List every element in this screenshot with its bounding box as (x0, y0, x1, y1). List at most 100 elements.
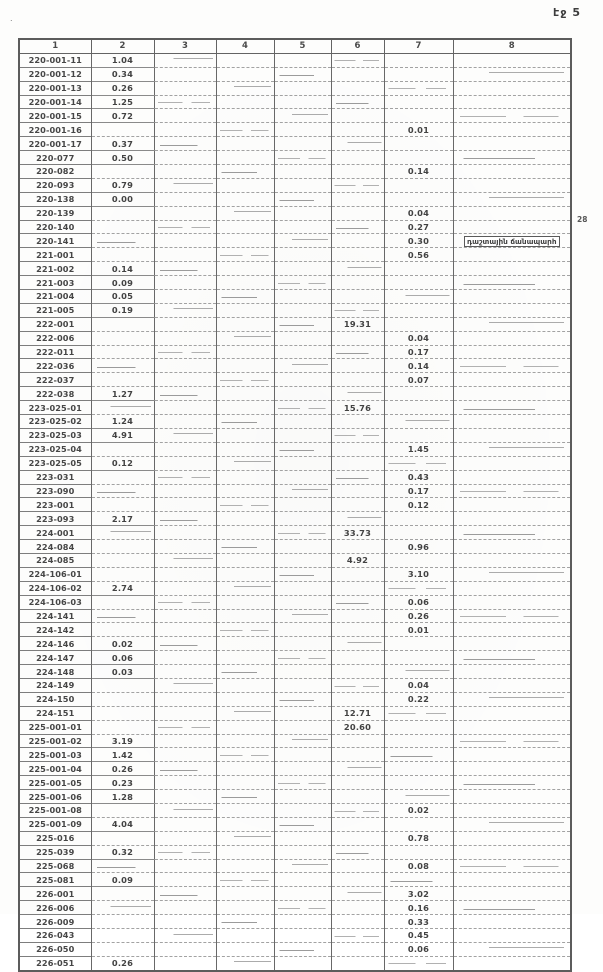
row-code: 223-025-03 (18, 427, 92, 443)
empty-cell (153, 191, 217, 207)
empty-cell (215, 914, 275, 929)
empty-cell (215, 636, 275, 651)
empty-cell (383, 316, 454, 332)
empty-cell (330, 636, 385, 651)
cell-value: 0.02 (90, 636, 155, 652)
empty-cell (153, 691, 217, 707)
empty-cell (330, 511, 385, 526)
empty-cell (452, 872, 572, 887)
empty-cell (273, 122, 332, 137)
row-code: 220-001-12 (18, 66, 92, 82)
empty-cell (215, 205, 275, 221)
empty-cell (273, 872, 332, 887)
cell-value: 0.79 (90, 177, 155, 193)
cell-value: 1.25 (90, 94, 155, 110)
empty-cell (383, 427, 454, 443)
empty-cell (153, 872, 217, 887)
empty-cell (330, 928, 385, 943)
empty-cell (215, 622, 275, 637)
table-row: 222-001 19.31 (18, 316, 572, 332)
empty-cell (153, 747, 217, 762)
cell-value: 1.28 (90, 789, 155, 804)
empty-cell (153, 427, 217, 443)
empty-cell (452, 150, 572, 165)
empty-cell (330, 677, 385, 693)
empty-cell (330, 469, 385, 484)
empty-cell (215, 539, 275, 554)
empty-cell (153, 677, 217, 693)
empty-cell (273, 914, 332, 929)
table-row: 220-139 0.04 (18, 205, 572, 221)
empty-cell (215, 275, 275, 290)
empty-cell (273, 191, 332, 207)
empty-cell (153, 483, 217, 498)
empty-cell (273, 928, 332, 943)
cell-value: 0.17 (383, 483, 454, 498)
empty-cell (452, 330, 572, 346)
row-code: 222-011 (18, 344, 92, 359)
row-code: 224-148 (18, 664, 92, 679)
empty-cell (452, 247, 572, 262)
table-row: 224-106-03 0.06 (18, 594, 572, 610)
cell-value: 1.24 (90, 414, 155, 429)
table-row: 220-001-14 1.25 (18, 94, 572, 110)
row-code: 221-005 (18, 302, 92, 318)
empty-cell (452, 691, 572, 707)
row-code: 223-025-04 (18, 441, 92, 457)
empty-cell (273, 886, 332, 901)
empty-cell (215, 511, 275, 526)
empty-cell (90, 316, 155, 332)
empty-cell (452, 400, 572, 415)
empty-cell (90, 205, 155, 221)
empty-cell (383, 761, 454, 776)
empty-cell (153, 108, 217, 123)
empty-cell (153, 400, 217, 415)
empty-cell (153, 525, 217, 540)
cell-value: 0.14 (90, 261, 155, 277)
empty-cell (452, 900, 572, 915)
row-code: 225-081 (18, 872, 92, 887)
empty-cell (153, 358, 217, 373)
empty-cell (330, 886, 385, 901)
empty-cell (90, 566, 155, 582)
row-code: 222-006 (18, 330, 92, 346)
empty-cell (383, 108, 454, 123)
empty-cell (215, 344, 275, 359)
cell-value: 0.19 (90, 302, 155, 318)
row-code: 226-001 (18, 886, 92, 901)
empty-cell (153, 344, 217, 359)
cell-value: 0.04 (383, 330, 454, 346)
empty-cell (330, 691, 385, 707)
column-header-8: 8 (452, 38, 572, 54)
cell-value: 0.45 (383, 928, 454, 943)
row-code: 220-001-16 (18, 122, 92, 137)
table-row: 223-001 0.12 (18, 497, 572, 512)
cell-value: 2.74 (90, 580, 155, 596)
table-row: 224-001 33.73 (18, 525, 572, 540)
empty-cell (330, 52, 385, 68)
table-row: 222-011 0.17 (18, 344, 572, 359)
empty-cell (330, 414, 385, 429)
cell-value: 2.17 (90, 511, 155, 527)
empty-cell (90, 525, 155, 540)
table-row: 225-001-08 0.02 (18, 802, 572, 818)
empty-cell (153, 122, 217, 137)
empty-cell (215, 955, 275, 971)
table-row: 220-001-11 1.04 (18, 52, 572, 68)
empty-cell (153, 664, 217, 679)
empty-cell (273, 233, 332, 248)
empty-cell (153, 789, 217, 804)
empty-cell (273, 386, 332, 401)
empty-cell (452, 122, 572, 137)
row-code: 223-025-05 (18, 455, 92, 471)
empty-cell (452, 275, 572, 290)
empty-cell (383, 94, 454, 109)
cell-value: 3.19 (90, 733, 155, 749)
empty-cell (330, 900, 385, 915)
empty-cell (215, 594, 275, 610)
empty-cell (153, 580, 217, 596)
cell-value: 1.04 (90, 52, 155, 68)
cell-value: 0.43 (383, 469, 454, 484)
empty-cell (90, 400, 155, 415)
